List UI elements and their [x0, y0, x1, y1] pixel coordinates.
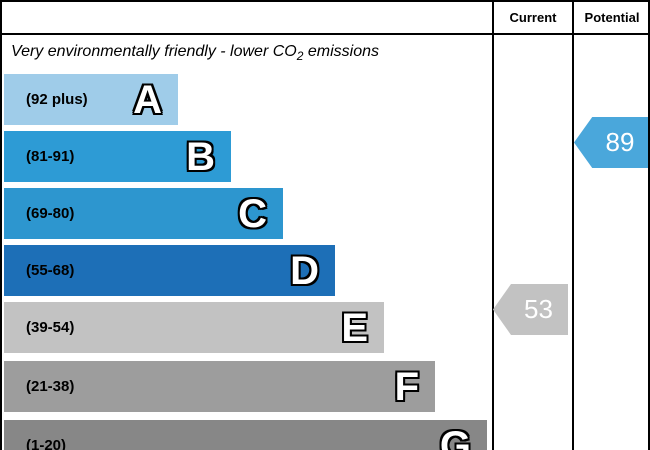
- band-e-range: (39-54): [26, 319, 75, 336]
- band-b-range: (81-91): [26, 148, 75, 165]
- potential-rating-value: 89: [605, 127, 635, 157]
- chart-title-text: Very environmentally friendly - lower CO: [11, 43, 297, 60]
- band-a: (92 plus) A: [4, 74, 178, 125]
- band-c-letter: C: [238, 191, 267, 236]
- band-f-letter: F: [394, 364, 419, 409]
- band-a-letter: A: [133, 77, 162, 122]
- band-b-letter: B: [186, 134, 215, 179]
- band-d-letter: D: [290, 248, 319, 293]
- band-d-range: (55-68): [26, 262, 75, 279]
- band-f: (21-38) F: [4, 361, 435, 412]
- band-a-range: (92 plus): [26, 91, 88, 108]
- band-e: (39-54) E: [4, 302, 384, 353]
- band-d: (55-68) D: [4, 245, 335, 296]
- band-c-range: (69-80): [26, 205, 75, 222]
- band-c: (69-80) C: [4, 188, 283, 239]
- potential-column-header: Potential: [584, 10, 640, 25]
- potential-column-divider: [572, 2, 574, 450]
- band-b: (81-91) B: [4, 131, 231, 182]
- current-rating-arrow: 53: [493, 284, 568, 335]
- chart-title-text-end: emissions: [303, 43, 379, 60]
- band-f-range: (21-38): [26, 378, 75, 395]
- header-divider: [2, 33, 648, 35]
- chart-title-subscript: 2: [296, 49, 304, 64]
- band-g-range: (1-20): [26, 437, 67, 450]
- current-rating-value: 53: [524, 294, 553, 324]
- chart-title: Very environmentally friendly - lower CO…: [11, 43, 379, 63]
- potential-rating-arrow: 89: [574, 117, 648, 168]
- current-column-header: Current: [509, 10, 557, 25]
- band-e-letter: E: [341, 305, 368, 350]
- band-g-letter: G: [439, 423, 471, 450]
- current-column-divider: [492, 2, 494, 450]
- band-g: (1-20) G: [4, 420, 487, 450]
